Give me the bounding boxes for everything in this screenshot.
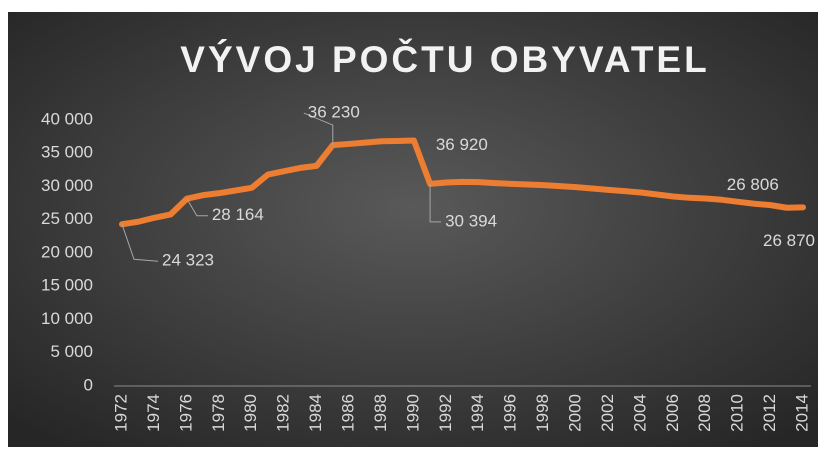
x-tick-label: 1974	[144, 394, 163, 432]
leader-line	[429, 183, 442, 223]
x-tick-label: 1996	[501, 394, 520, 432]
data-label: 30 394	[445, 211, 497, 230]
x-tick-label: 2002	[598, 394, 617, 432]
x-tick-label: 1972	[111, 394, 130, 432]
data-line	[119, 137, 806, 228]
x-tick-label: 1990	[403, 394, 422, 432]
data-label: 36 230	[308, 103, 360, 122]
y-tick-label: 20 000	[41, 242, 93, 261]
leader-line	[121, 224, 159, 262]
x-tick-label: 1992	[436, 394, 455, 432]
x-tick-label: 1998	[533, 394, 552, 432]
y-tick-label: 35 000	[41, 143, 93, 162]
chart-background	[8, 12, 818, 447]
data-label: 26 870	[763, 231, 815, 250]
leader-line	[303, 112, 334, 146]
data-label: 24 323	[162, 251, 214, 270]
y-tick-label: 5 000	[50, 342, 93, 361]
y-tick-label: 15 000	[41, 276, 93, 295]
x-tick-label: 1994	[468, 394, 487, 432]
x-tick-label: 1986	[338, 394, 357, 432]
x-tick-label: 1988	[371, 394, 390, 432]
y-tick-label: 40 000	[41, 109, 93, 128]
x-tick-label: 2000	[565, 394, 584, 432]
x-tick-label: 1980	[241, 394, 260, 432]
x-tick-label: 1976	[176, 394, 195, 432]
x-tick-label: 2008	[695, 394, 714, 432]
x-tick-label: 1978	[209, 394, 228, 432]
y-tick-label: 0	[84, 375, 93, 394]
x-tick-label: 1984	[306, 394, 325, 432]
x-tick-label: 2006	[663, 394, 682, 432]
chart-title: VÝVOJ POČTU OBYVATEL	[180, 38, 709, 80]
x-tick-label: 2012	[760, 394, 779, 432]
data-label: 36 920	[436, 135, 488, 154]
x-tick-label: 2014	[792, 394, 811, 432]
data-label: 28 164	[212, 205, 264, 224]
x-tick-label: 2010	[728, 394, 747, 432]
y-tick-label: 30 000	[41, 176, 93, 195]
y-tick-label: 10 000	[41, 309, 93, 328]
x-tick-label: 2004	[630, 394, 649, 432]
data-label: 26 806	[727, 175, 779, 194]
leader-line	[186, 198, 208, 217]
y-tick-label: 25 000	[41, 209, 93, 228]
x-tick-label: 1982	[274, 394, 293, 432]
